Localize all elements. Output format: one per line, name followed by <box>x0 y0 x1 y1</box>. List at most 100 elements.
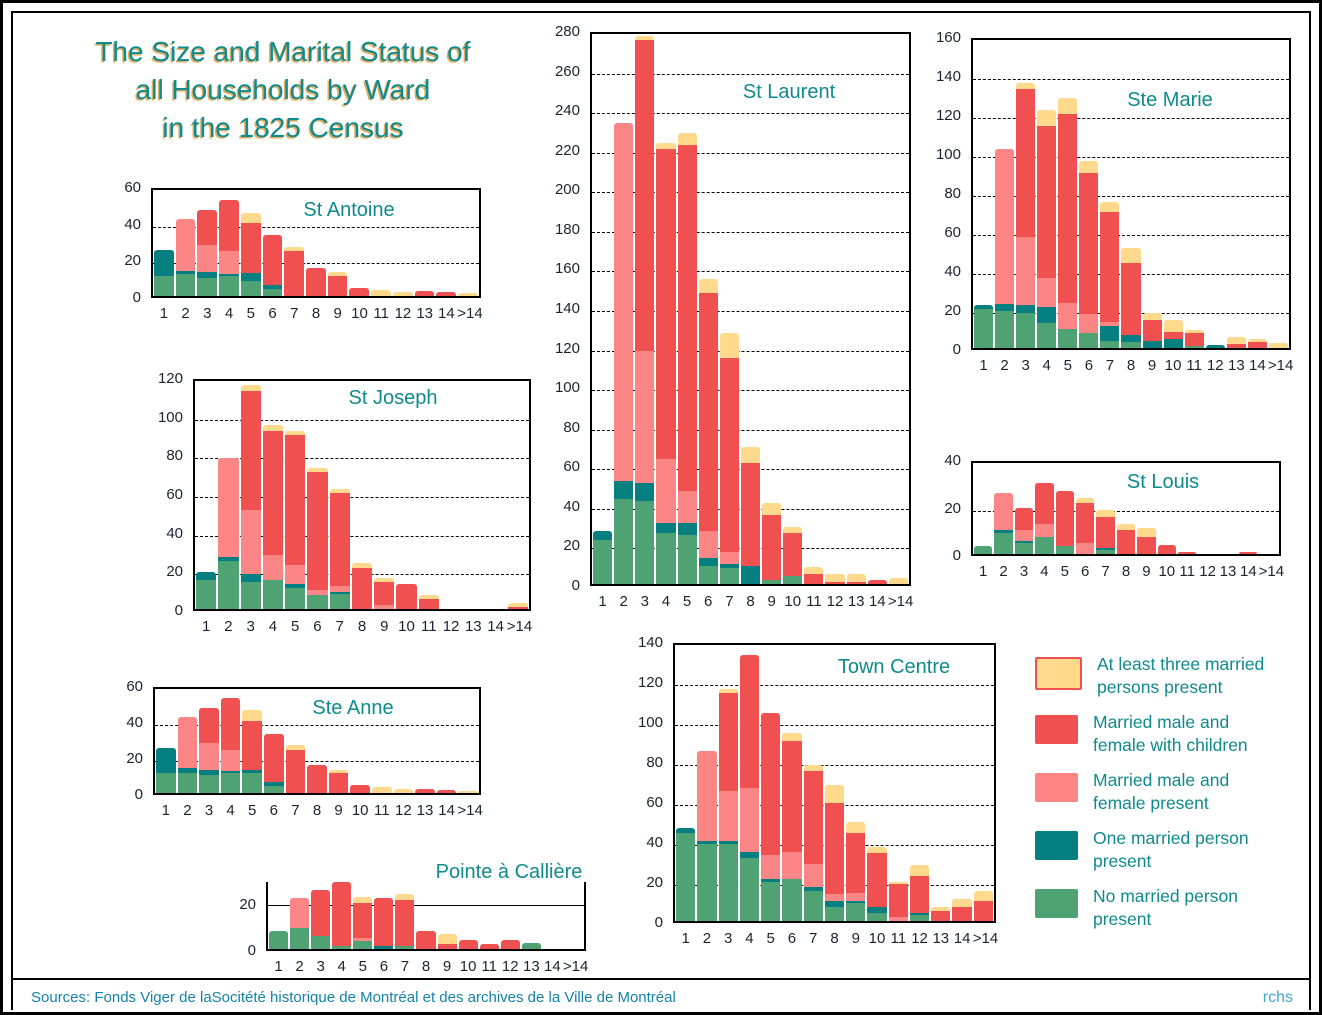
x-tick-label: 10 <box>868 930 886 947</box>
bar-segment-green <box>156 773 176 793</box>
x-tick-label: 1 <box>598 593 607 610</box>
bar-segment-yellow <box>353 897 373 903</box>
x-tick-label: 1 <box>274 958 283 975</box>
x-tick-label: 13 <box>416 802 434 819</box>
bar-segment-green <box>761 882 781 921</box>
bar-segment-teal <box>718 841 738 844</box>
x-tick-label: 6 <box>1081 563 1090 580</box>
chart-st-louis <box>971 461 1281 556</box>
bar-segment-green <box>240 281 261 296</box>
bars-row <box>973 40 1289 348</box>
legend: At least three married persons present M… <box>1035 653 1315 943</box>
bar-segment-red <box>698 293 718 531</box>
x-tick-label: 13 <box>522 958 540 975</box>
bar-segment-pink <box>1100 321 1120 326</box>
bar-segment-teal <box>197 272 218 278</box>
bar-segment-red <box>973 901 993 921</box>
bar-ste-anne-8 <box>306 689 328 793</box>
bar-segment-yellow <box>507 603 528 608</box>
bar-ste-anne-6 <box>263 689 285 793</box>
bar-st-joseph->14 <box>507 381 529 609</box>
bar-pointe-a-calliere-8 <box>415 882 436 949</box>
bar-ste-anne-14 <box>436 689 458 793</box>
x-tick-label: >14 <box>887 593 914 610</box>
x-tick-label: 4 <box>1040 563 1049 580</box>
bar-segment-pink <box>994 493 1013 531</box>
bar-st-laurent-9 <box>761 34 782 584</box>
bar-ste-marie-13 <box>1226 40 1247 348</box>
bar-segment-red <box>867 580 887 584</box>
x-tick-label: 8 <box>830 930 839 947</box>
y-tick-label: 40 <box>944 452 961 469</box>
x-tick-label: 13 <box>932 930 950 947</box>
bar-segment-teal <box>867 907 887 913</box>
bar-segment-green <box>824 907 845 921</box>
bar-segment-red <box>846 833 866 893</box>
bar-segment-pink <box>635 350 655 484</box>
bar-ste-marie-12 <box>1205 40 1226 348</box>
x-tick-label: 7 <box>725 593 734 610</box>
bar-segment-yellow <box>1058 98 1078 114</box>
y-tick-label: 120 <box>554 339 580 357</box>
bar-segment-yellow <box>458 791 478 793</box>
bars-row <box>973 463 1279 554</box>
x-tick-label: 2 <box>295 958 304 975</box>
bar-st-laurent-13 <box>846 34 867 584</box>
y-tick-label: 60 <box>166 486 183 503</box>
sources-divider <box>11 978 1311 980</box>
x-tick-label: 2 <box>619 593 628 610</box>
x-tick-label: 8 <box>1121 563 1131 580</box>
bar-segment-yellow <box>374 578 395 582</box>
bar-segment-green <box>974 309 994 348</box>
bar-pointe-a-calliere-11 <box>479 882 500 949</box>
y-tick-label: 240 <box>554 102 580 120</box>
bar-segment-green <box>307 595 328 609</box>
y-tick-label: 80 <box>944 185 961 202</box>
legend-label-line: At least three married <box>1097 654 1265 674</box>
bar-st-joseph-10 <box>395 381 417 609</box>
bar-st-antoine-3 <box>196 190 218 296</box>
bar-segment-red <box>804 574 824 584</box>
bar-segment-teal <box>240 273 261 282</box>
bars-row <box>592 34 909 584</box>
bar-segment-yellow <box>329 489 350 493</box>
bar-segment-teal <box>156 748 176 774</box>
gridline-200 <box>592 192 909 194</box>
x-tick-label: 10 <box>1158 563 1176 580</box>
y-tick-label: 140 <box>935 68 961 85</box>
bar-segment-teal <box>1142 341 1162 348</box>
bar-segment-teal <box>219 274 239 276</box>
y-tick-label: 60 <box>124 179 141 196</box>
bar-segment-red <box>761 713 781 855</box>
bar-town-centre-13 <box>930 645 951 921</box>
bar-segment-yellow <box>825 574 845 583</box>
bar-segment-pink <box>177 717 198 768</box>
legend-label-line: Married male and <box>1093 770 1230 790</box>
bar-segment-red <box>374 898 394 946</box>
bar-segment-pink <box>197 244 218 273</box>
y-tick-label: 20 <box>646 874 663 891</box>
bar-segment-yellow <box>393 789 414 793</box>
bar-st-joseph-11 <box>418 381 440 609</box>
bar-segment-red <box>719 358 739 553</box>
bar-segment-teal <box>220 771 241 774</box>
bar-town-centre-9 <box>845 645 866 921</box>
bar-st-laurent-14 <box>867 34 888 584</box>
y-tick-label: 40 <box>166 524 183 542</box>
bars-row <box>675 645 994 921</box>
bar-segment-teal <box>994 530 1013 533</box>
bar-segment-red <box>307 765 327 793</box>
bar-st-laurent-7 <box>719 34 740 584</box>
x-tick-label: 14 <box>487 618 504 635</box>
x-tick-label: 12 <box>826 593 844 610</box>
y-tick-label: 20 <box>126 750 143 767</box>
bar-pointe-a-calliere-14 <box>542 882 563 949</box>
bar-st-laurent-12 <box>824 34 845 584</box>
bar-segment-green <box>1016 312 1036 348</box>
bar-st-louis-6 <box>1075 463 1095 554</box>
bar-segment-teal <box>196 572 217 580</box>
bar-ste-anne-9 <box>328 689 350 793</box>
bar-st-antoine-1 <box>153 190 175 296</box>
bar-ste-anne-4 <box>220 689 242 793</box>
bar-st-louis-14 <box>1238 463 1258 554</box>
